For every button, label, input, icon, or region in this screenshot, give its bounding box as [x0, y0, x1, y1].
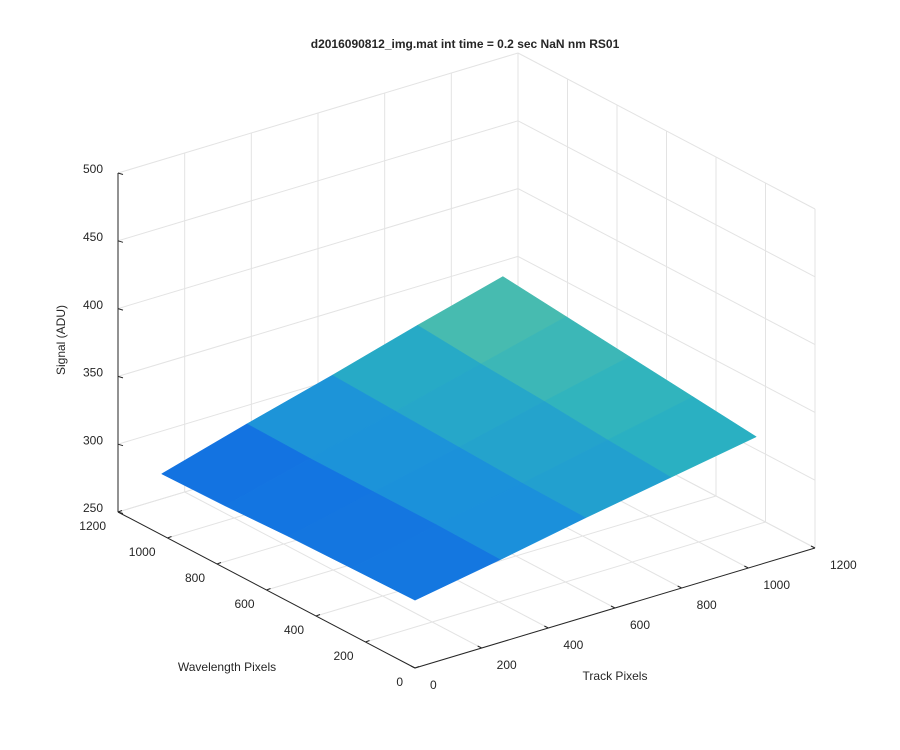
y-tick-label: 800 — [185, 571, 205, 585]
y-tick-label: 1000 — [129, 545, 156, 559]
z-tick-label: 300 — [83, 433, 103, 447]
grid-line — [117, 188, 519, 310]
z-tick-label: 350 — [83, 366, 103, 380]
tick-mark — [117, 308, 124, 311]
x-tick-label: 1000 — [763, 578, 790, 592]
tick-mark — [315, 614, 321, 617]
tick-mark — [810, 545, 816, 549]
tick-mark — [610, 605, 616, 609]
tick-mark — [117, 240, 124, 243]
tick-mark — [266, 588, 271, 591]
tick-mark — [117, 511, 124, 514]
grid-line — [517, 52, 816, 210]
y-axis-label: Wavelength Pixels — [178, 660, 276, 674]
z-tick-label: 500 — [83, 162, 103, 176]
tick-mark — [216, 562, 222, 565]
tick-mark — [167, 536, 172, 539]
z-tick-label: 450 — [83, 230, 103, 244]
y-tick-label: 200 — [333, 649, 353, 663]
x-tick-label: 800 — [697, 598, 717, 612]
tick-mark — [414, 666, 420, 669]
x-tick-label: 400 — [563, 638, 583, 652]
tick-mark — [677, 585, 682, 589]
x-tick-label: 200 — [497, 658, 517, 672]
x-tick-label: 600 — [630, 618, 650, 632]
x-axis-label: Track Pixels — [583, 669, 648, 683]
z-tick-label: 250 — [83, 501, 103, 515]
z-tick-label: 400 — [83, 298, 103, 312]
x-tick-label: 0 — [430, 678, 437, 692]
tick-mark — [117, 172, 124, 175]
y-tick-label: 0 — [396, 675, 403, 689]
tick-mark — [117, 375, 124, 379]
grid-line — [117, 255, 519, 377]
z-axis-label: Signal (ADU) — [54, 305, 68, 375]
grid-line — [117, 52, 519, 174]
tick-mark — [477, 645, 482, 649]
grid-line — [315, 495, 717, 617]
tick-mark — [117, 443, 124, 447]
y-tick-label: 400 — [284, 623, 304, 637]
surface-cell — [351, 524, 501, 601]
x-tick-label: 1200 — [830, 558, 857, 572]
tick-mark — [544, 625, 549, 629]
y-tick-label: 1200 — [79, 519, 106, 533]
grid-line — [517, 255, 816, 413]
y-tick-label: 600 — [234, 597, 254, 611]
grid-line — [517, 120, 816, 278]
grid-line — [517, 188, 816, 346]
grid-line — [117, 120, 519, 242]
tick-mark — [744, 565, 749, 569]
grid-line — [365, 521, 766, 643]
chart-title: d2016090812_img.mat int time = 0.2 sec N… — [311, 37, 620, 51]
tick-mark — [410, 665, 416, 669]
tick-mark — [365, 640, 370, 643]
